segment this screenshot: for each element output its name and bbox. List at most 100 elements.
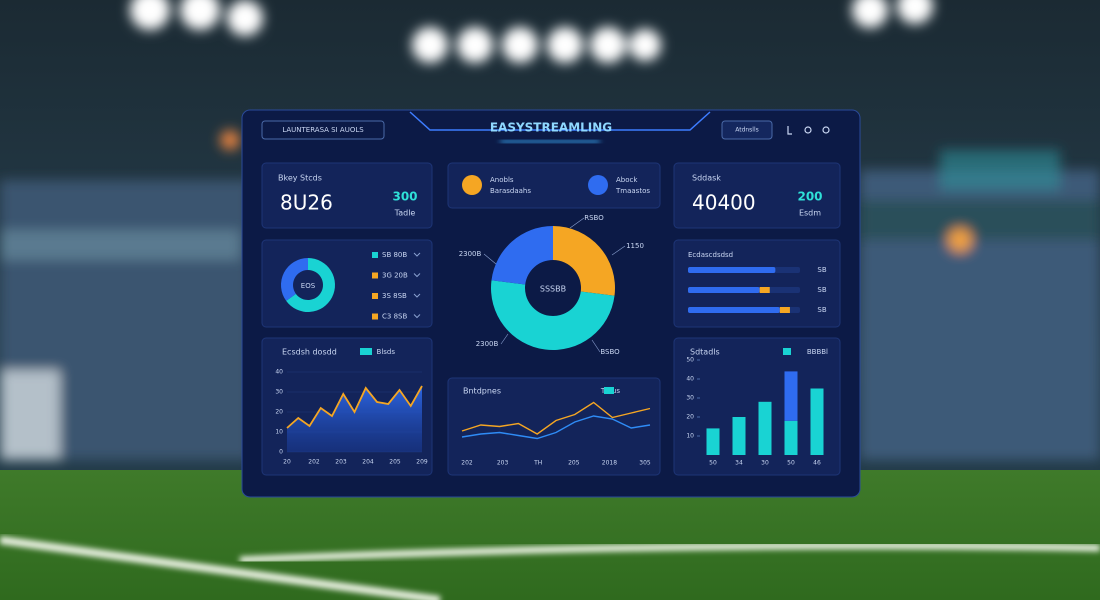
x-tick-label: 202 xyxy=(308,459,320,466)
icon[interactable] xyxy=(804,126,812,134)
donut-label: 2300B xyxy=(476,340,499,348)
x-tick-label: TH xyxy=(533,460,542,467)
bar xyxy=(688,267,776,273)
line-series xyxy=(461,415,651,440)
header-title: EASYSTREAMLING xyxy=(490,121,612,135)
stat-side-label: Tadle xyxy=(394,209,416,218)
stat-label: Bkey Stcds xyxy=(278,174,322,183)
label-leader xyxy=(611,245,626,256)
x-tick-label: 205 xyxy=(389,459,401,466)
bar-tag: SB xyxy=(817,286,826,294)
legend-title: Abock xyxy=(616,176,638,184)
area xyxy=(287,386,422,452)
stat-side-value: 300 xyxy=(392,190,417,204)
label-leader xyxy=(483,253,497,265)
stat-value: 8U26 xyxy=(280,191,333,215)
bar xyxy=(732,417,746,455)
bar-label: Ecdascdsdsd xyxy=(688,251,733,259)
legend-swatch xyxy=(372,313,378,320)
card xyxy=(673,162,841,229)
y-tick-label: 10 xyxy=(686,433,694,440)
donut-label: 2300B xyxy=(459,250,482,258)
header-glow xyxy=(500,140,600,143)
row-arrow xyxy=(413,273,421,278)
legend-swatch xyxy=(604,387,614,394)
donut-center: SSSBB xyxy=(540,285,566,294)
x-tick-label: 50 xyxy=(709,460,717,467)
x-tick-label: 205 xyxy=(568,460,580,467)
stat-label: Sddask xyxy=(692,174,721,183)
legend-subtitle: Barasdaahs xyxy=(490,187,531,195)
x-tick-label: 2018 xyxy=(602,460,617,467)
donut-label: 1150 xyxy=(626,242,644,250)
x-tick-label: 203 xyxy=(497,460,509,467)
bar-tag: SB xyxy=(817,266,826,274)
stat-side-value: 200 xyxy=(797,190,822,204)
x-tick-label: 204 xyxy=(362,459,374,466)
chart-title: Sdtadls xyxy=(690,348,720,357)
bar xyxy=(758,401,772,455)
label-leader xyxy=(569,217,585,229)
legend-label: BBBBl xyxy=(807,348,828,356)
area-line xyxy=(286,385,423,429)
icon[interactable] xyxy=(787,126,792,135)
legend-title: Anobls xyxy=(490,176,514,184)
donut-label: BSBO xyxy=(600,348,620,356)
donut-segment xyxy=(491,226,553,285)
legend-row: SB 80B xyxy=(382,251,407,259)
y-tick-label: 40 xyxy=(686,376,694,383)
y-tick-label: 30 xyxy=(275,389,283,396)
x-tick-label: 209 xyxy=(416,459,428,466)
legend-row: 3S 8SB xyxy=(382,292,407,300)
legend-swatch xyxy=(360,348,372,355)
card xyxy=(261,162,433,229)
legend-row: C3 8SB xyxy=(382,313,407,321)
y-tick-label: 10 xyxy=(275,429,283,436)
header-button-label[interactable]: Atdnslls xyxy=(735,127,759,134)
x-tick-label: 50 xyxy=(787,460,795,467)
x-tick-label: 305 xyxy=(639,460,651,467)
donut-segment xyxy=(286,258,335,312)
bar-accent xyxy=(759,287,770,293)
x-tick-label: 203 xyxy=(335,459,347,466)
y-tick-label: 20 xyxy=(275,409,283,416)
x-tick-label: 20 xyxy=(283,459,291,466)
y-tick-label: 40 xyxy=(275,369,283,376)
legend-subtitle: Tmaastos xyxy=(615,187,650,195)
y-tick-label: 50 xyxy=(686,357,694,364)
card xyxy=(673,239,841,328)
bar xyxy=(784,371,798,421)
legend-icon xyxy=(588,175,608,195)
header-button[interactable] xyxy=(721,120,773,140)
legend-icon xyxy=(462,175,482,195)
legend-label: Blsds xyxy=(377,348,396,356)
header-frame xyxy=(409,111,711,131)
x-tick-label: 46 xyxy=(813,460,821,467)
x-tick-label: 30 xyxy=(761,460,769,467)
label-leader xyxy=(591,339,601,353)
bar xyxy=(688,287,760,293)
bar-accent xyxy=(779,307,790,313)
donut-segment xyxy=(491,280,615,350)
y-tick-label: 20 xyxy=(686,414,694,421)
legend-swatch xyxy=(372,252,378,258)
row-arrow xyxy=(413,314,421,319)
legend-row: 3G 20B xyxy=(382,272,408,280)
card xyxy=(447,377,661,476)
donut-segment xyxy=(553,226,615,296)
legend-swatch xyxy=(372,293,378,299)
legend-swatch xyxy=(372,272,378,279)
icon[interactable] xyxy=(822,126,830,134)
donut-segment xyxy=(281,258,308,301)
y-tick-label: 30 xyxy=(686,395,694,402)
row-arrow xyxy=(413,293,421,298)
y-tick-label: 0 xyxy=(279,449,283,456)
header-left-box xyxy=(261,120,385,140)
x-tick-label: 202 xyxy=(461,460,473,467)
x-tick-label: 34 xyxy=(735,460,743,467)
row-arrow xyxy=(413,252,421,257)
bar xyxy=(810,388,824,455)
line-series xyxy=(461,401,651,435)
